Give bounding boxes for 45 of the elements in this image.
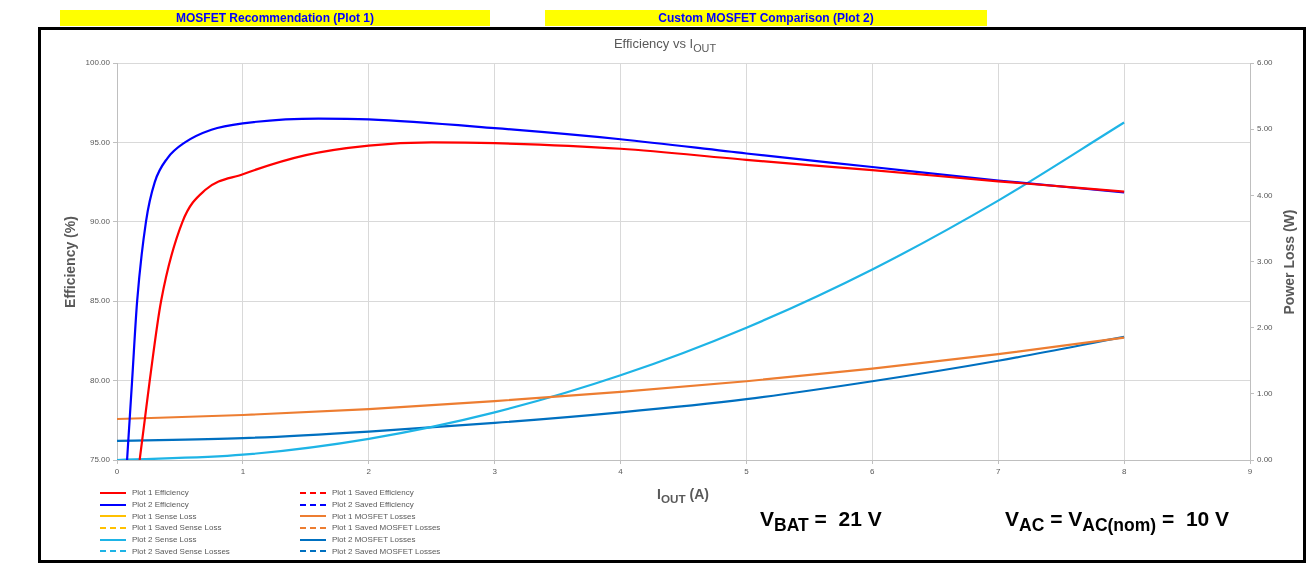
- y-tick-label: 75.00: [89, 455, 111, 465]
- y2-tick-label: 2.00: [1257, 322, 1274, 332]
- legend-label: Plot 1 Saved Sense Loss: [132, 523, 222, 533]
- x-tick-label: 6: [870, 467, 876, 476]
- y2-axis-title: Power Loss (W): [1281, 209, 1297, 315]
- legend-label: Plot 2 Saved Efficiency: [332, 500, 414, 510]
- y2-tick-label: 4.00: [1257, 190, 1274, 200]
- x-tick-label: 2: [366, 467, 372, 476]
- x-tick-label: 5: [744, 467, 750, 476]
- y-tick-label: 90.00: [89, 217, 111, 226]
- legend-label: Plot 1 Sense Loss: [132, 511, 197, 521]
- y2-tick-label: 1.00: [1257, 389, 1274, 399]
- y2-tick-label: 5.00: [1257, 124, 1274, 134]
- line-series: [117, 336, 1126, 421]
- y-tick-label: 85.00: [89, 296, 111, 306]
- x-tick-label: 9: [1247, 467, 1253, 476]
- text: Custom MOSFET Comparison (Plot 2): [545, 10, 987, 26]
- x-tick-label: 1: [240, 467, 246, 476]
- x-tick-label: 7: [996, 467, 1001, 476]
- y2-tick-label: 3.00: [1257, 256, 1274, 266]
- y-axis-title: Efficiency (%): [62, 216, 78, 308]
- chart-title: Efficiency vs I$_{OUT}$: [612, 36, 718, 54]
- text: V$_{BAT}$ = 21 V: [760, 507, 882, 537]
- x-tick-label: 3: [492, 467, 498, 476]
- legend-label: Plot 2 MOSFET Losses: [332, 535, 416, 545]
- legend-label: Plot 2 Saved MOSFET Losses: [332, 546, 441, 556]
- x-tick-label: 0: [114, 467, 120, 476]
- text: MOSFET Recommendation (Plot 1): [60, 10, 490, 26]
- y2-tick-label: 6.00: [1257, 58, 1274, 68]
- line-series: [117, 335, 1126, 442]
- y-tick-label: 95.00: [89, 137, 111, 147]
- y-tick-label: 100.00: [85, 58, 111, 68]
- text: V$_{AC}$ = V$_{AC(nom)}$ = 10 V: [1005, 507, 1230, 537]
- x-tick-label: 8: [1121, 467, 1127, 476]
- legend-label: Plot 1 Saved MOSFET Losses: [332, 523, 441, 533]
- x-tick-label: 4: [618, 467, 624, 476]
- legend-label: Plot 2 Efficiency: [132, 500, 189, 510]
- legend-label: Plot 1 Saved Efficiency: [332, 488, 414, 498]
- x-axis-title: I$_{OUT}$ (A): [657, 486, 709, 505]
- y2-tick-label: 0.00: [1257, 455, 1274, 465]
- legend-label: Plot 2 Sense Loss: [132, 535, 197, 545]
- legend-label: Plot 1 Efficiency: [132, 488, 189, 498]
- legend-label: Plot 1 MOSFET Losses: [332, 511, 416, 521]
- y-tick-label: 80.00: [89, 375, 111, 385]
- legend-label: Plot 2 Saved Sense Losses: [132, 546, 230, 556]
